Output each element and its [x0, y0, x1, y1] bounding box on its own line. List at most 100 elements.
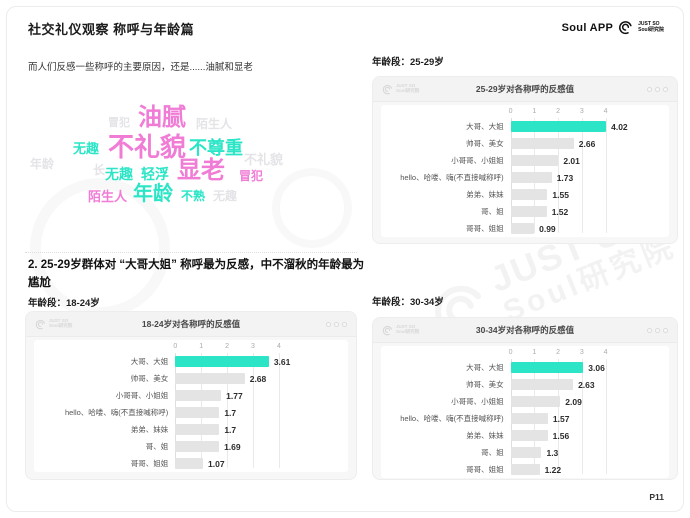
word-cloud-word: 不熟 [181, 189, 206, 203]
chart-plot: 0 1 2 3 4 大哥、大姐 3.06 帅哥、美女 2.63 小哥哥、小姐姐 2.09 hello… [381, 346, 669, 478]
chart-row: 哥、姐 1.52 [381, 203, 669, 220]
x-axis-ticks: 0 1 2 3 4 [173, 340, 348, 353]
bar [175, 458, 204, 469]
word-cloud: 冒犯 油腻 陌生人 无趣 不礼貌 不尊重 年龄长无趣 轻浮 显老 冒犯 不礼貌 陌生人 年龄 不熟 无趣 [25, 92, 365, 232]
chart-card-30-34: JUST SO Soul研究院 30-34岁对各称呼的反感值 0 1 2 3 4 大哥、大… [372, 317, 678, 480]
value-label: 1.57 [552, 413, 570, 424]
logo-text: Soul研究院 [396, 329, 420, 334]
bar [510, 447, 542, 458]
category-label: 哥哥、姐姐 [466, 465, 504, 474]
word-cloud-word: 不礼貌 [108, 132, 187, 162]
category-label: 帅哥、美女 [466, 139, 504, 148]
chart-row: 哥哥、姐姐 0.99 [381, 220, 669, 237]
bar [175, 390, 222, 401]
category-label: 哥、姐 [145, 442, 169, 451]
chart-card-18-24: JUST SO Soul研究院 18-24岁对各称呼的反感值 0 1 2 3 4 大哥、大… [25, 311, 357, 480]
chart-row: 小哥哥、小姐姐 2.01 [381, 152, 669, 169]
chart-row: 哥哥、姐姐 1.07 [34, 455, 348, 472]
category-label: hello、哈喽、嗨(不直接喊称呼) [64, 408, 169, 417]
chart-plot: 0 1 2 3 4 大哥、大姐 3.61 帅哥、美女 2.68 小哥哥、小姐姐 1.77 hello… [34, 340, 348, 472]
x-tick-label: 2 [556, 349, 561, 356]
window-dots-icon [326, 321, 347, 327]
value-label: 1.69 [224, 441, 241, 452]
value-label: 4.02 [611, 121, 628, 132]
bar [175, 373, 245, 384]
chart-row: 哥、姐 1.3 [381, 444, 669, 461]
soul-swirl-icon [382, 84, 392, 94]
page-title: 社交礼仪观察 称呼与年龄篇 [28, 22, 195, 37]
value-label: 1.7 [224, 424, 237, 435]
value-label: 1.52 [551, 206, 569, 217]
value-label: 3.06 [588, 362, 605, 373]
word-cloud-word: 长 [93, 163, 106, 177]
brand-area: Soul APP JUST SO Soul研究院 [562, 20, 664, 35]
brand-subtext-line1: JUST SO [638, 20, 660, 27]
age-range-label: 年龄段：25-29岁 [372, 57, 444, 68]
x-tick-label: 4 [276, 343, 281, 350]
logo-text: JUST SO [396, 324, 416, 330]
bar [510, 121, 607, 132]
chart-row: 小哥哥、小姐姐 1.77 [34, 387, 348, 404]
x-tick-label: 4 [603, 108, 608, 115]
chart-row: 大哥、大姐 3.61 [34, 353, 348, 370]
category-label: 小哥哥、小姐姐 [451, 156, 504, 165]
category-label: 哥、姐 [481, 207, 504, 216]
brand-subtext: JUST SO Soul研究院 [638, 20, 664, 34]
bar [175, 407, 220, 418]
word-cloud-word: 无趣 [213, 189, 238, 203]
x-tick-label: 2 [556, 108, 561, 115]
chart-row: 帅哥、美女 2.66 [381, 135, 669, 152]
soul-swirl-icon [35, 319, 45, 329]
category-label: 帅哥、美女 [130, 374, 169, 383]
x-tick-label: 0 [173, 343, 178, 350]
value-label: 3.61 [273, 356, 291, 367]
chart-plot: 0 1 2 3 4 大哥、大姐 4.02 帅哥、美女 2.66 小哥哥、小姐姐 2.01 hello… [381, 105, 669, 237]
bar [510, 138, 574, 149]
x-tick-label: 1 [532, 108, 537, 115]
word-cloud-word: 陌生人 [88, 189, 128, 204]
chart-row: 帅哥、美女 2.63 [381, 376, 669, 393]
x-tick-label: 3 [251, 343, 255, 350]
bar [510, 362, 584, 373]
chart-row: 哥、姐 1.69 [34, 438, 348, 455]
bar [510, 413, 548, 424]
bar [510, 396, 561, 407]
brand-subtext-line2: Soul研究院 [638, 26, 664, 33]
chart-card-header: JUST SO Soul研究院 30-34岁对各称呼的反感值 [373, 318, 677, 343]
chart-row: 小哥哥、小姐姐 2.09 [381, 393, 669, 410]
x-tick-label: 2 [225, 343, 230, 350]
age-range-label: 年龄段：30-34岁 [372, 297, 444, 308]
category-label: 弟弟、妹妹 [466, 190, 504, 199]
category-label: 弟弟、妹妹 [466, 431, 504, 440]
word-cloud-word: 油腻 [138, 104, 186, 131]
soul-swirl-icon [619, 21, 632, 35]
word-cloud-word: 轻浮 [141, 166, 169, 182]
bar [510, 430, 548, 441]
dotted-divider [25, 252, 357, 253]
page-subtitle: 而人们反感一些称呼的主要原因，还是......油腻和显老 [28, 62, 253, 73]
value-label: 1.55 [552, 189, 569, 200]
chart-row: 弟弟、妹妹 1.56 [381, 427, 669, 444]
category-label: 哥哥、姐姐 [466, 224, 504, 233]
soul-logo-watermark: JUST SO Soul研究院 [382, 324, 420, 336]
word-cloud-word: 显老 [177, 157, 225, 184]
chart-row: hello、哈喽、嗨(不直接喊称呼) 1.7 [34, 404, 348, 421]
age-range-label: 年龄段：18-24岁 [28, 298, 100, 309]
chart-row: 弟弟、妹妹 1.55 [381, 186, 669, 203]
value-label: 1.7 [224, 407, 237, 418]
chart-title: 18-24岁对各称呼的反感值 [141, 319, 241, 329]
category-label: 哥、姐 [481, 448, 504, 457]
category-label: hello、哈喽、嗨(不直接喊称呼) [400, 173, 504, 182]
logo-text: JUST SO [49, 318, 69, 324]
x-tick-label: 3 [579, 349, 584, 356]
bar [510, 155, 559, 166]
value-label: 2.09 [565, 396, 582, 407]
word-cloud-word: 无趣 [73, 141, 100, 156]
x-tick-label: 4 [603, 349, 608, 356]
chart-card-header: JUST SO Soul研究院 25-29岁对各称呼的反感值 [373, 77, 677, 102]
logo-text: JUST SO [396, 83, 416, 89]
bar [510, 223, 535, 234]
category-label: 大哥、大姐 [130, 357, 169, 366]
value-label: 2.63 [578, 379, 595, 390]
